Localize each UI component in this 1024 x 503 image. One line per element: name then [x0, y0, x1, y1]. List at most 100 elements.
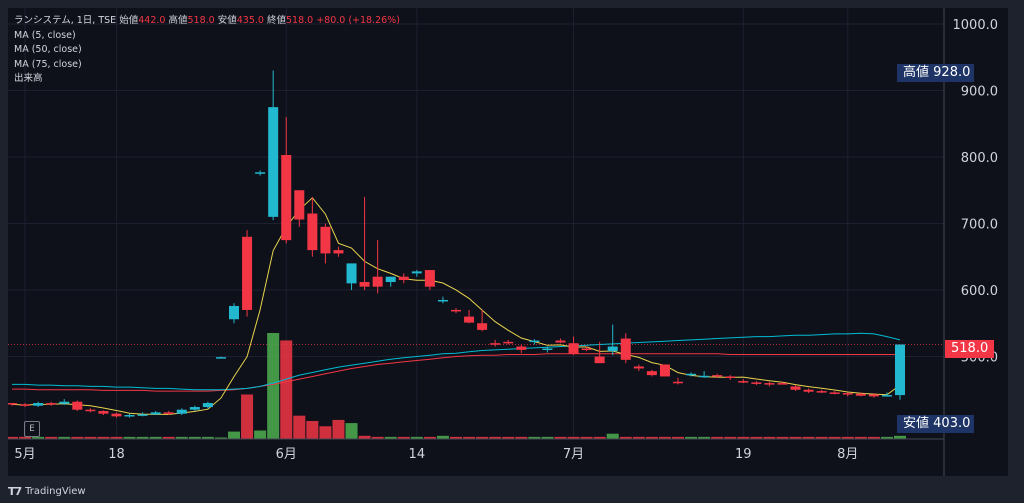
- candle-body: [686, 373, 697, 376]
- volume-bar: [32, 436, 45, 439]
- legend-indicator-ma5[interactable]: MA (5, close): [14, 29, 76, 41]
- candle-body: [712, 375, 723, 377]
- time-tick-label: 19: [735, 447, 752, 462]
- candle-body: [529, 340, 540, 343]
- volume-bar: [645, 436, 658, 439]
- candle-body: [725, 376, 736, 378]
- candle-body: [137, 414, 148, 416]
- tradingview-logo[interactable]: T7 TradingView: [8, 484, 86, 498]
- legend-symbol: ランシステム, 1日, TSE: [14, 15, 117, 26]
- candle-body: [124, 415, 135, 417]
- candle-body: [281, 155, 292, 241]
- volume-bar: [580, 436, 593, 439]
- volume-bar: [802, 436, 815, 439]
- candle-body: [764, 383, 775, 385]
- candle-body: [398, 276, 409, 281]
- volume-bar: [410, 436, 423, 439]
- volume-bar: [789, 436, 802, 439]
- volume-bar: [228, 431, 240, 439]
- candle-body: [659, 364, 670, 377]
- legend-close-value: 518.0: [285, 15, 314, 26]
- volume-bar: [162, 436, 175, 439]
- candle-body: [816, 391, 827, 393]
- candles: [8, 70, 905, 418]
- legend-indicator-ma75[interactable]: MA (75, close): [14, 58, 82, 70]
- legend-low-label: 安値: [217, 15, 237, 26]
- volume-bar: [358, 435, 371, 439]
- legend-indicator-ma50[interactable]: MA (50, close): [14, 44, 82, 55]
- candle-body: [85, 409, 96, 412]
- time-tick-label: 5月: [14, 447, 35, 462]
- candle-body: [516, 346, 527, 350]
- low-price-marker: 安値 403.0: [897, 415, 975, 433]
- low-marker-label: 安値: [903, 416, 930, 431]
- candle-body: [255, 172, 266, 174]
- volume-bar: [658, 436, 671, 439]
- volume-bar: [476, 436, 489, 439]
- legend-change: +80.0 (+18.26%): [316, 15, 400, 26]
- candle-body: [842, 393, 853, 395]
- candle-body: [464, 316, 475, 323]
- volume-bar: [737, 436, 750, 439]
- volume-bar: [854, 436, 867, 439]
- legend-high-label: 高値: [168, 15, 188, 26]
- candle-body: [790, 386, 801, 390]
- volume-bar: [345, 423, 358, 439]
- ma50-line: [12, 332, 901, 391]
- volume-bars: [8, 333, 906, 439]
- candle-body: [33, 403, 44, 406]
- candle-body: [8, 403, 17, 405]
- ma5-line: [11, 197, 901, 415]
- volume-bar: [397, 436, 410, 439]
- candle-body: [777, 383, 788, 385]
- chart-legend: ランシステム, 1日, TSE 始値442.0 高値518.0 安値435.0 …: [14, 14, 400, 87]
- volume-bar: [632, 436, 645, 439]
- candle-body: [98, 411, 109, 414]
- volume-bar: [58, 436, 71, 439]
- volume-bar: [436, 435, 449, 439]
- candle-body: [620, 338, 631, 360]
- candle-body: [320, 226, 331, 254]
- volume-bar: [894, 435, 906, 439]
- legend-open-value: 442.0: [138, 15, 166, 26]
- volume-bar: [541, 436, 554, 439]
- volume-bar: [175, 436, 188, 439]
- volume-bar: [763, 436, 776, 439]
- price-tick-label: 900.0: [961, 85, 998, 100]
- volume-bar: [606, 433, 619, 439]
- time-tick-label: 18: [108, 447, 125, 462]
- volume-bar: [841, 436, 854, 439]
- volume-bar: [619, 436, 632, 439]
- volume-bar: [672, 436, 684, 439]
- time-tick-label: 14: [409, 447, 426, 462]
- legend-close-label: 終値: [266, 15, 286, 26]
- volume-bar: [319, 426, 332, 439]
- chart-pane[interactable]: 1000.0 900.0 800.0 700.0 600.0 500.0 5月 18 6月 14 7…: [8, 8, 1008, 476]
- candle-body: [699, 375, 710, 378]
- candle-body: [189, 407, 200, 410]
- candle-body: [855, 393, 866, 396]
- candle-body: [568, 343, 579, 354]
- time-tick-label: 7月: [563, 447, 584, 462]
- candle-body: [751, 382, 762, 384]
- candle-body: [268, 107, 279, 217]
- volume-bar: [19, 436, 32, 439]
- candle-body: [868, 394, 879, 397]
- volume-bar: [71, 436, 84, 439]
- legend-high-value: 518.0: [187, 15, 215, 26]
- scale-e-button[interactable]: E: [24, 421, 40, 437]
- volume-bar: [45, 436, 58, 439]
- candle-body: [581, 348, 592, 351]
- volume-bar: [136, 436, 149, 439]
- legend-indicator-volume[interactable]: 出来高: [14, 73, 43, 84]
- grid-lines: [8, 8, 944, 439]
- volume-bar: [8, 436, 18, 439]
- volume-bar: [254, 430, 267, 439]
- legend-open-label: 始値: [119, 15, 139, 26]
- candle-body: [411, 271, 422, 274]
- volume-bar: [293, 415, 306, 439]
- volume-bar: [332, 419, 345, 439]
- volume-bar: [685, 436, 698, 439]
